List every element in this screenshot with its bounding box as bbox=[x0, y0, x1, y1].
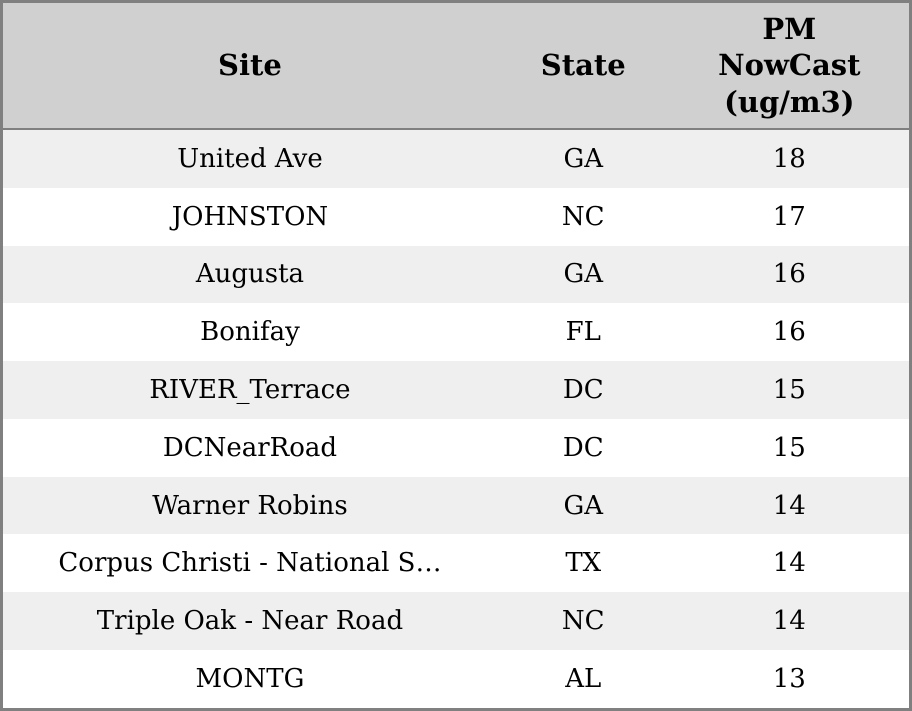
cell-state: FL bbox=[565, 317, 601, 348]
cell-site: RIVER_Terrace bbox=[149, 375, 351, 406]
cell-site: Corpus Christi - National S… bbox=[58, 548, 442, 579]
cell-state: NC bbox=[561, 201, 605, 232]
table-row: DCNearRoad DC 15 bbox=[1, 418, 911, 477]
table-row: Warner Robins GA 14 bbox=[1, 476, 911, 535]
cell-site: Bonifay bbox=[200, 317, 300, 348]
table-row: Triple Oak - Near Road NC 14 bbox=[1, 592, 911, 651]
table-row: Bonifay FL 16 bbox=[1, 303, 911, 362]
cell-state: AL bbox=[565, 664, 602, 695]
table-row: JOHNSTON NC 17 bbox=[1, 187, 911, 246]
cell-site: DCNearRoad bbox=[162, 432, 338, 463]
cell-state: NC bbox=[561, 606, 605, 637]
cell-site: JOHNSTON bbox=[171, 201, 329, 232]
table-header: Site State PM NowCast (ug/m3) bbox=[1, 1, 911, 130]
header-pm-nowcast: PM NowCast (ug/m3) bbox=[669, 1, 911, 130]
cell-pm-value: 13 bbox=[772, 664, 806, 695]
cell-pm-value: 14 bbox=[772, 606, 806, 637]
header-state: State bbox=[496, 1, 670, 130]
cell-state: DC bbox=[562, 432, 604, 463]
cell-state: DC bbox=[562, 375, 604, 406]
cell-site: Warner Robins bbox=[152, 490, 348, 521]
table-row: Corpus Christi - National S… TX 14 bbox=[1, 534, 911, 593]
table-row: United Ave GA 18 bbox=[1, 129, 911, 188]
cell-site: MONTG bbox=[195, 664, 305, 695]
header-site: Site bbox=[1, 1, 497, 130]
cell-site: United Ave bbox=[177, 143, 323, 174]
cell-state: GA bbox=[563, 143, 604, 174]
cell-pm-value: 15 bbox=[772, 432, 806, 463]
cell-pm-value: 17 bbox=[772, 201, 806, 232]
table-row: Augusta GA 16 bbox=[1, 245, 911, 304]
cell-state: TX bbox=[565, 548, 602, 579]
cell-pm-value: 15 bbox=[772, 375, 806, 406]
cell-site: Triple Oak - Near Road bbox=[96, 606, 404, 637]
cell-state: GA bbox=[563, 490, 604, 521]
cell-pm-value: 14 bbox=[772, 490, 806, 521]
table-row: RIVER_Terrace DC 15 bbox=[1, 361, 911, 419]
table-row: MONTG AL 13 bbox=[1, 650, 911, 710]
table-body: United Ave GA 18 JOHNSTON NC 17 Augusta … bbox=[1, 129, 911, 710]
cell-pm-value: 14 bbox=[772, 548, 806, 579]
cell-pm-value: 16 bbox=[772, 259, 806, 290]
cell-pm-value: 18 bbox=[772, 143, 806, 174]
header-row: Site State PM NowCast (ug/m3) bbox=[1, 1, 911, 130]
cell-site: Augusta bbox=[195, 259, 305, 290]
cell-pm-value: 16 bbox=[772, 317, 806, 348]
cell-state: GA bbox=[563, 259, 604, 290]
